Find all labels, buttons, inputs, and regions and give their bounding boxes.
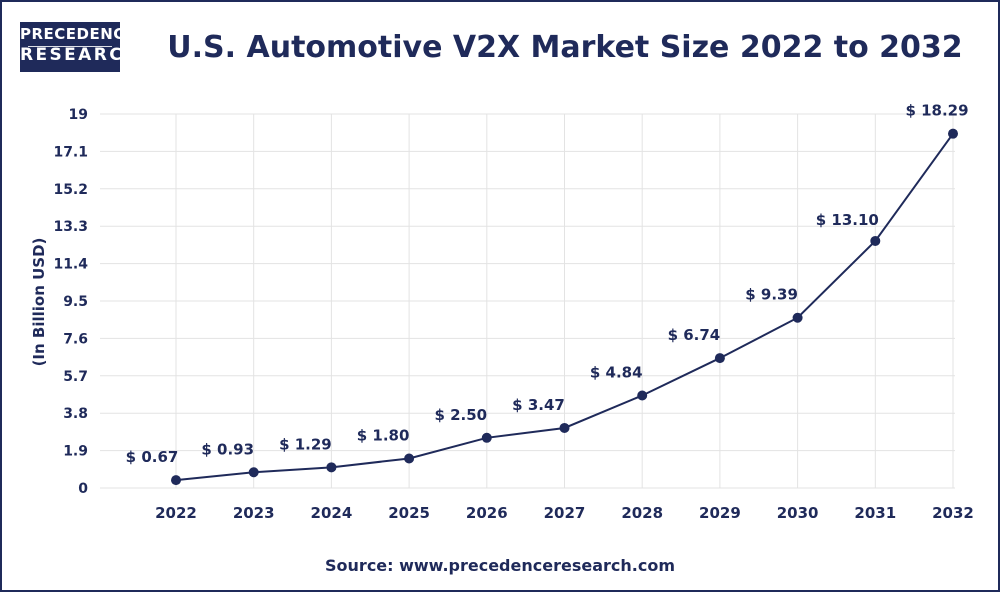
precedence-research-logo: PRECEDENCE RESEARCH xyxy=(20,22,141,72)
x-tick-label: 2027 xyxy=(544,504,586,522)
x-tick-label: 2026 xyxy=(466,504,508,522)
y-tick-label: 7.6 xyxy=(63,331,88,347)
data-point-2025 xyxy=(404,453,415,464)
y-tick-label: 13.3 xyxy=(53,219,88,235)
y-tick-label: 11.4 xyxy=(53,257,88,273)
data-label-2027: $ 3.47 xyxy=(512,396,565,414)
y-tick-label: 15.2 xyxy=(53,182,88,198)
data-point-2028 xyxy=(637,390,648,401)
logo-divider xyxy=(28,46,112,47)
data-label-2026: $ 2.50 xyxy=(434,406,487,424)
data-label-2028: $ 4.84 xyxy=(590,363,643,381)
x-tick-label: 2030 xyxy=(777,504,819,522)
x-tick-label: 2031 xyxy=(854,504,896,522)
x-tick-label: 2024 xyxy=(311,504,353,522)
data-point-2029 xyxy=(714,353,725,364)
data-label-2023: $ 0.93 xyxy=(201,440,254,458)
source-note: Source: www.precedenceresearch.com xyxy=(325,556,675,575)
data-point-2027 xyxy=(559,422,570,433)
logo-line1: PRECEDENCE xyxy=(20,25,136,43)
x-tick-label: 2028 xyxy=(621,504,663,522)
logo-line2: RESEARCH xyxy=(20,45,141,65)
data-point-2026 xyxy=(481,432,492,443)
y-tick-labels: 0 1.9 3.8 5.7 7.6 9.5 11.4 13.3 15.2 17.1 19 xyxy=(53,107,88,497)
y-tick-label: 9.5 xyxy=(63,294,88,310)
grid-layer xyxy=(100,113,955,489)
data-label-2030: $ 9.39 xyxy=(745,286,798,304)
x-tick-label: 2023 xyxy=(233,504,275,522)
data-point-2030 xyxy=(792,312,803,323)
data-label-2022: $ 0.67 xyxy=(126,448,179,466)
data-point-2031 xyxy=(870,235,881,246)
data-labels: $ 0.67 $ 0.93 $ 1.29 $ 1.80 $ 2.50 $ 3.47 $ 4.… xyxy=(126,102,969,466)
x-tick-label: 2025 xyxy=(388,504,430,522)
chart-title: U.S. Automotive V2X Market Size 2022 to … xyxy=(167,30,963,65)
x-tick-label: 2022 xyxy=(155,504,197,522)
x-tick-labels: 2022 2023 2024 2025 2026 2027 2028 2029 2030 2031… xyxy=(155,504,974,522)
series-layer xyxy=(171,128,958,486)
y-tick-label: 19 xyxy=(69,107,88,123)
data-label-2031: $ 13.10 xyxy=(816,211,879,229)
data-label-2025: $ 1.80 xyxy=(357,426,410,444)
data-label-2032: $ 18.29 xyxy=(905,102,968,120)
y-tick-label: 17.1 xyxy=(53,144,88,160)
data-point-2024 xyxy=(326,462,337,473)
y-tick-label: 5.7 xyxy=(63,369,88,385)
x-tick-label: 2032 xyxy=(932,504,974,522)
y-tick-label: 3.8 xyxy=(63,406,88,422)
x-tick-label: 2029 xyxy=(699,504,741,522)
y-axis-label: (In Billion USD) xyxy=(30,238,48,367)
data-point-2032 xyxy=(948,128,958,139)
data-label-2024: $ 1.29 xyxy=(279,435,332,453)
y-tick-label: 0 xyxy=(78,481,88,497)
data-point-2023 xyxy=(248,467,259,478)
y-tick-label: 1.9 xyxy=(63,444,88,460)
data-point-2022 xyxy=(171,475,181,486)
data-label-2029: $ 6.74 xyxy=(668,326,721,344)
